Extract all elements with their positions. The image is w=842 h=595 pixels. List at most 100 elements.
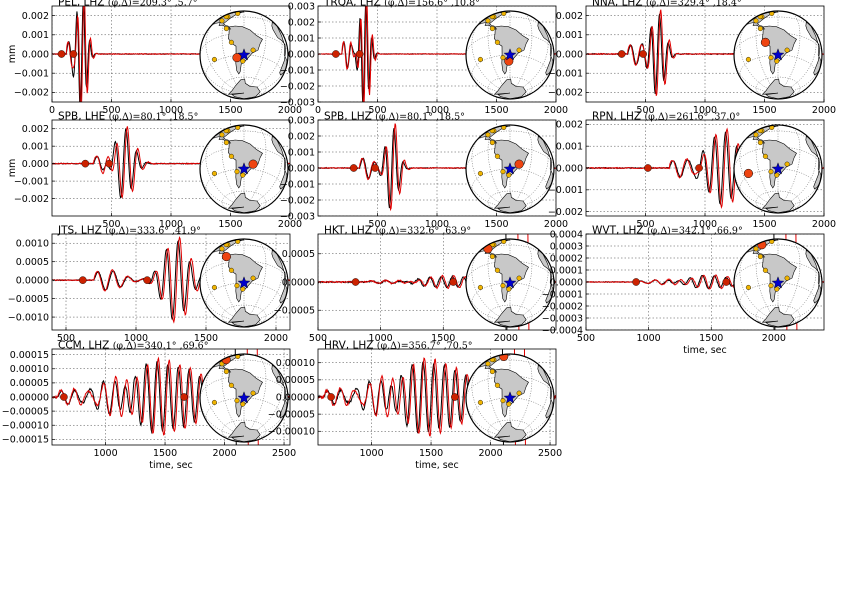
x-tick-label: 1000 (93, 448, 117, 459)
globe-meridian (205, 249, 245, 322)
window-marker (644, 164, 652, 172)
globe-parallel (205, 168, 283, 194)
station-dot (250, 47, 256, 53)
station-dot (219, 18, 225, 24)
x-tick-label: 2500 (538, 448, 562, 459)
panel-4: SPB, LHZ (φ,Δ)=80.1° ,18.5° 500 1000 1500 20… (280, 111, 568, 231)
station-dot (240, 58, 246, 64)
station-dot (784, 275, 790, 281)
globe-parallel (471, 168, 549, 194)
globe-outline (465, 238, 555, 328)
station-dot (234, 169, 240, 175)
globe-inset (465, 353, 555, 443)
y-tick-label: −0.0002 (542, 301, 583, 312)
globe-parallel (205, 54, 283, 80)
globe-meridian (471, 364, 511, 437)
event-star (503, 48, 517, 61)
x-tick-label: 1500 (419, 448, 443, 459)
x-tick-label: 2000 (762, 333, 786, 344)
y-tick-label: −0.001 (14, 69, 49, 80)
x-axis-label: time, sec (415, 460, 459, 471)
globe-meridian (739, 135, 779, 208)
station-dot (494, 267, 500, 273)
globe-inset (199, 10, 289, 100)
y-tick-label: −0.002 (548, 88, 583, 99)
window-marker (617, 50, 626, 58)
current-station-dot (760, 37, 770, 47)
window-marker (79, 276, 87, 284)
globe-outline (465, 124, 555, 214)
station-dot (219, 132, 225, 138)
x-tick-label: 2000 (544, 105, 568, 116)
y-tick-label: 0.000 (288, 163, 315, 174)
station-dot (219, 246, 225, 252)
station-dot (489, 254, 495, 260)
y-tick-label: −0.001 (548, 69, 583, 80)
y-axis-label: mm (7, 159, 18, 178)
station-dot (223, 369, 229, 375)
station-dot (240, 286, 246, 292)
y-tick-label: 0.002 (288, 17, 315, 28)
window-marker (355, 50, 364, 58)
x-tick-label: 1500 (752, 105, 776, 116)
current-station-dot (499, 354, 509, 362)
x-axis-label: time, sec (683, 345, 727, 356)
station-dot (250, 390, 256, 396)
x-tick-label: 1500 (431, 333, 455, 344)
station-dot (516, 275, 522, 281)
panel-9: CCM, LHZ (φ,Δ)=340.1° ,69.6° 1000 1500 2000… (2, 340, 296, 472)
y-tick-label: 0.0003 (550, 241, 583, 252)
station-dot (774, 172, 780, 178)
y-axis-label: mm (7, 45, 18, 64)
panel-5: RPN, LHZ (φ,Δ)=261.6° ,37.0° 500 1000 1500 2… (548, 111, 836, 231)
station-dot (477, 284, 483, 290)
station-dot (211, 56, 217, 62)
y-tick-label: −0.003 (280, 97, 315, 108)
x-tick-label: 2000 (478, 448, 502, 459)
plot-area (586, 6, 824, 102)
event-star (771, 276, 785, 289)
y-tick-label: 0.0000 (550, 277, 583, 288)
y-tick-label: −0.0010 (8, 312, 49, 323)
window-marker (327, 393, 335, 401)
x-tick-label: 1000 (369, 333, 393, 344)
y-tick-label: 0.000 (556, 49, 583, 60)
y-tick-label: −0.00010 (2, 421, 49, 432)
station-dot (745, 284, 751, 290)
x-tick-label: 1000 (693, 219, 717, 230)
x-tick-label: 2000 (278, 219, 302, 230)
station-dot (494, 382, 500, 388)
event-star (503, 391, 517, 404)
event-star (771, 48, 785, 61)
station-dot (768, 283, 774, 289)
station-dot (223, 140, 229, 146)
y-tick-label: −0.002 (280, 81, 315, 92)
panel-title: HRV, LHZ (φ,Δ)=356.7° ,70.5° (324, 340, 473, 352)
globe-inset (199, 353, 289, 443)
x-tick-label: 1500 (218, 219, 242, 230)
panel-title: SPB, LHZ (φ,Δ)=80.1° ,18.5° (324, 111, 465, 123)
x-tick-label: 2500 (272, 448, 296, 459)
station-dot (489, 26, 495, 32)
y-tick-label: 0.00010 (10, 364, 49, 375)
y-tick-label: −0.001 (548, 185, 583, 196)
y-tick-label: 0.002 (22, 11, 49, 22)
station-dot (485, 361, 491, 367)
station-dot (768, 169, 774, 175)
window-marker (180, 393, 188, 401)
panel-1: TRQA, LHZ (φ,Δ)=156.6° ,10.8° 0 500 1000 150… (280, 0, 568, 116)
station-dot (506, 172, 512, 178)
event-star (503, 276, 517, 289)
x-tick-label: 1500 (484, 219, 508, 230)
x-tick-label: 1000 (425, 219, 449, 230)
axes-frame (51, 233, 291, 331)
window-marker (722, 278, 731, 286)
globe-meridian (509, 355, 533, 437)
y-tick-label: 0.003 (288, 1, 315, 12)
globe-parallel (739, 168, 817, 194)
x-tick-label: 0 (49, 105, 55, 116)
station-dot (757, 26, 763, 32)
y-tick-label: −0.0001 (542, 289, 583, 300)
station-dot (489, 140, 495, 146)
y-tick-label: 0.002 (556, 11, 583, 22)
